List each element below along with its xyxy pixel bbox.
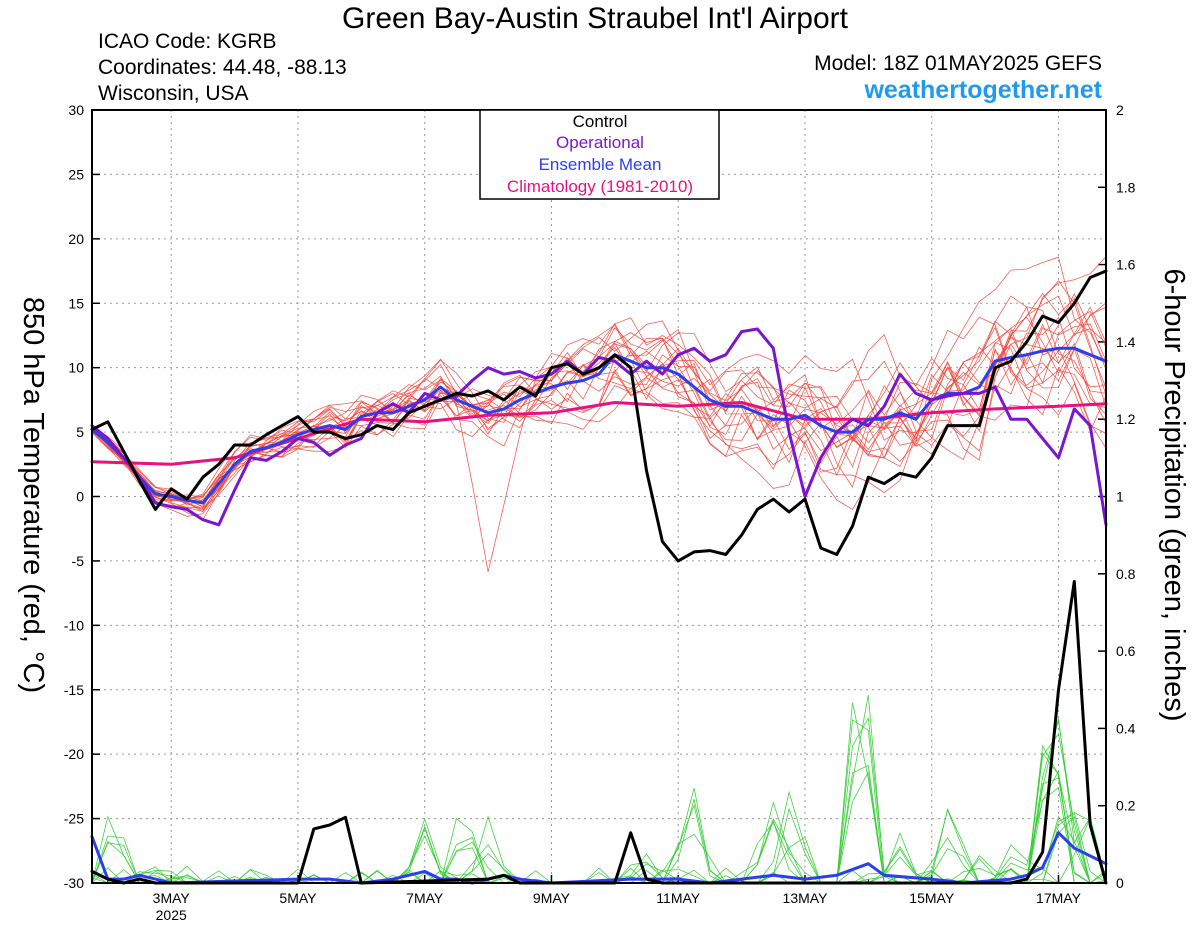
axis-ticks: 302520151050-5-10-15-20-25-3021.81.61.41… [64,102,1136,923]
legend: Control Operational Ensemble Mean Climat… [479,109,720,200]
right-tick-label: 1.8 [1116,179,1136,195]
left-tick-label: 25 [68,166,84,182]
left-tick-label: -10 [64,617,84,633]
left-tick-label: -5 [72,553,85,569]
left-tick-label: 20 [68,231,84,247]
left-tick-label: -30 [64,875,84,891]
right-tick-label: 1.2 [1116,411,1136,427]
site-link[interactable]: weathertogether.net [863,76,1102,104]
left-tick-label: 5 [76,424,84,440]
main-series [90,269,1108,885]
right-tick-label: 1.6 [1116,257,1136,273]
legend-box [479,109,720,200]
x-tick-year: 2025 [156,907,187,923]
temp-member-line [91,316,1107,505]
x-tick-label: 17MAY [1036,890,1082,906]
control-temp-line [90,269,1108,563]
right-tick-label: 1 [1116,489,1124,505]
left-tick-label: 30 [68,102,84,118]
x-tick-label: 7MAY [406,890,444,906]
temp-member-line [91,292,1107,517]
temp-member-line [91,346,1107,508]
icao-code: ICAO Code: KGRB [98,30,277,53]
right-tick-label: 0.6 [1116,643,1136,659]
right-axis-label: 6-hour Precipitation (green, inches) [1158,269,1190,722]
right-tick-label: 2 [1116,102,1124,118]
left-tick-label: 10 [68,360,84,376]
temp-member-line [91,306,1107,511]
ensemble-mean-precip-line [90,831,1108,885]
region: Wisconsin, USA [98,82,249,105]
legend-ensemble-mean: Ensemble Mean [539,155,662,174]
right-tick-label: 0.2 [1116,798,1136,814]
x-tick-label: 3MAY [153,890,191,906]
chart-title: Green Bay-Austin Straubel Int'l Airport [342,2,849,35]
right-tick-label: 0.8 [1116,566,1136,582]
x-tick-label: 13MAY [783,890,829,906]
legend-operational: Operational [556,133,644,152]
grid [92,110,1106,883]
left-tick-label: 0 [76,489,84,505]
left-axis-label: 850 hPa Temperature (red, °C) [17,297,49,693]
legend-climatology: Climatology (1981-2010) [507,177,693,196]
x-tick-label: 15MAY [909,890,955,906]
coordinates: Coordinates: 44.48, -88.13 [98,56,347,79]
legend-control: Control [573,112,628,131]
left-tick-label: -25 [64,811,84,827]
operational-temp-line [90,327,1108,527]
left-tick-label: -15 [64,682,84,698]
left-tick-label: 15 [68,295,84,311]
x-tick-label: 9MAY [533,890,571,906]
left-tick-label: -20 [64,746,84,762]
x-tick-label: 5MAY [279,890,317,906]
right-tick-label: 1.4 [1116,334,1136,350]
model-run: Model: 18Z 01MAY2025 GEFS [814,52,1102,75]
right-tick-label: 0 [1116,875,1124,891]
right-tick-label: 0.4 [1116,720,1136,736]
temp-member-line [91,316,1107,512]
x-tick-label: 11MAY [656,890,700,906]
